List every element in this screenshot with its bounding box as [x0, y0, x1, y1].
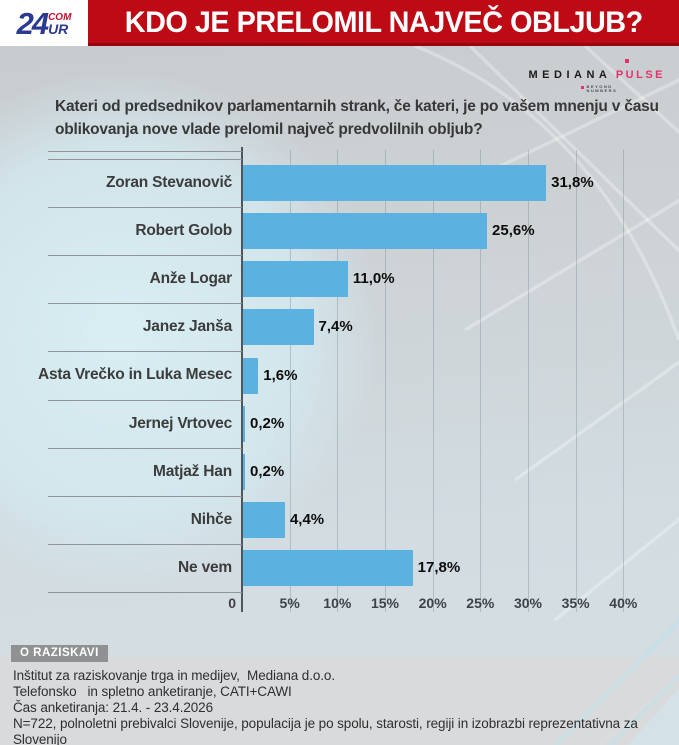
- gridline: [480, 150, 482, 612]
- row-separator: [48, 496, 242, 497]
- survey-question: Kateri od predsednikov parlamentarnih st…: [55, 95, 659, 141]
- x-axis-tick: 10%: [323, 595, 352, 611]
- value-label: 7,4%: [318, 318, 353, 336]
- survey-question-line1: Kateri od predsednikov parlamentarnih st…: [55, 98, 659, 115]
- row-separator: [48, 592, 242, 594]
- value-label: 0,2%: [250, 462, 285, 480]
- value-label: 11,0%: [352, 270, 395, 288]
- row-separator: [48, 351, 242, 353]
- header: 24 COM UR KDO JE PRELOMIL NAJVEČ OBLJUB?: [0, 0, 679, 46]
- research-detail-line: N=722, polnoletni prebivalci Slovenije, …: [13, 715, 638, 745]
- value-label: 1,6%: [263, 366, 298, 384]
- bar: [243, 261, 348, 298]
- 24ur-logo: 24 COM UR: [0, 0, 88, 46]
- gridline: [289, 150, 291, 612]
- research-details: Inštitut za raziskovanje trga in medijev…: [13, 668, 679, 745]
- bar: [243, 357, 259, 394]
- brand-name: MEDIANA: [528, 69, 612, 81]
- row-separator: [48, 206, 242, 208]
- survey-question-line2: oblikovanja nove vlade prelomil največ p…: [55, 121, 483, 138]
- gridline: [527, 150, 529, 612]
- bar: [243, 502, 285, 539]
- x-axis-tick: 0: [228, 595, 236, 611]
- page-title: KDO JE PRELOMIL NAJVEČ OBLJUB?: [124, 6, 643, 39]
- category-label: Nihče: [190, 511, 232, 528]
- bar: [243, 453, 245, 490]
- category-label: Janez Janša: [142, 318, 232, 336]
- category-label: Ne vem: [178, 559, 232, 577]
- x-axis-tick: 20%: [418, 595, 447, 611]
- 24ur-logo-ur: UR: [48, 20, 69, 37]
- bar: [243, 164, 547, 201]
- x-axis-tick: 35%: [561, 595, 590, 611]
- value-label: 17,8%: [417, 559, 461, 577]
- category-label: Jernej Vrtovec: [128, 414, 232, 432]
- row-separator: [48, 447, 242, 449]
- brand-name-line: MEDIANA PULSE: [529, 65, 665, 83]
- x-axis-tick: 40%: [609, 595, 638, 611]
- row-separator: [48, 399, 242, 401]
- category-label: Matjaž Han: [153, 462, 232, 480]
- gridline: [575, 150, 577, 612]
- 24ur-logo-stack: COM UR: [48, 11, 72, 37]
- x-axis-tick: 30%: [513, 595, 542, 611]
- y-axis-line: [241, 147, 243, 612]
- about-research-badge: O RAZISKAVI: [11, 645, 108, 662]
- brand-tagline: BEYOND NUMBERS: [580, 84, 665, 93]
- category-label: Anže Logar: [149, 270, 233, 287]
- row-separator: [48, 303, 242, 305]
- brand-tagline-line1: BEYOND: [586, 84, 613, 89]
- bar: [243, 309, 314, 346]
- 24ur-logo-com: COM: [48, 11, 72, 23]
- title-banner: KDO JE PRELOMIL NAJVEČ OBLJUB?: [88, 0, 679, 46]
- x-axis-tick: 15%: [370, 595, 399, 611]
- x-axis-tick: 25%: [466, 595, 495, 611]
- value-label: 0,2%: [250, 414, 285, 432]
- x-axis-tick: 5%: [279, 595, 300, 611]
- gridline: [337, 150, 339, 612]
- category-label: Asta Vrečko in Luka Mesec: [37, 366, 232, 384]
- value-label: 31,8%: [551, 173, 594, 191]
- research-detail-line: Čas anketiranja: 21.4. - 23.4.2026: [13, 699, 213, 715]
- category-label: Zoran Stevanovič: [105, 173, 232, 191]
- brand-tagline-dot-icon: [580, 86, 584, 89]
- bar: [243, 212, 488, 249]
- value-label: 4,4%: [289, 511, 325, 529]
- research-detail-line: Telefonsko in spletno anketiranje, CATI+…: [13, 683, 292, 699]
- 24ur-logo-number: 24: [16, 5, 50, 41]
- mediana-pulse-logo: MEDIANA PULSE BEYOND NUMBERS: [529, 59, 665, 93]
- bar: [243, 550, 413, 587]
- row-separator: [48, 544, 242, 546]
- brand-dot-icon: [624, 59, 629, 63]
- brand-accent: PULSE: [615, 69, 665, 81]
- row-separator: [48, 151, 242, 152]
- gridline: [384, 150, 386, 612]
- row-separator: [48, 255, 242, 256]
- category-label: Robert Golob: [135, 221, 232, 239]
- value-label: 25,6%: [492, 221, 535, 239]
- row-separator: [48, 158, 242, 160]
- research-detail-line: Inštitut za raziskovanje trga in medijev…: [13, 668, 335, 683]
- brand-tagline-line2: NUMBERS: [586, 88, 618, 93]
- gridline: [432, 150, 434, 612]
- bar: [243, 405, 245, 442]
- gridline: [623, 150, 625, 612]
